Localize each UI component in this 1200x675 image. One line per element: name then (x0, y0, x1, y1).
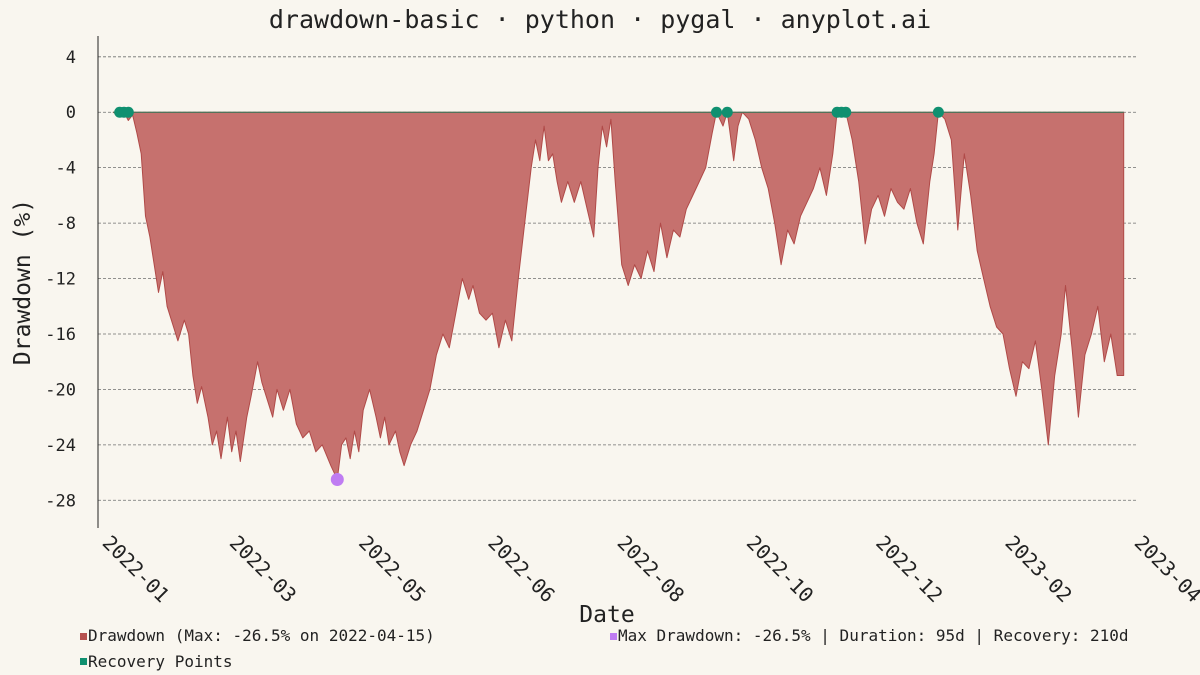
x-tick-label: 2022-08 (613, 531, 690, 608)
legend-entry-drawdown[interactable]: Drawdown (Max: -26.5% on 2022-04-15) (80, 626, 435, 645)
y-tick-label: -16 (45, 325, 76, 345)
x-tick-label: 2023-02 (1000, 531, 1077, 608)
y-tick-label: -20 (45, 380, 76, 400)
y-axis-label: Drawdown (%) (10, 199, 36, 365)
max-drawdown-point[interactable] (330, 472, 344, 486)
recovery-point[interactable] (840, 106, 852, 118)
y-tick-labels: 4 0 -4 -8 -12 -16 -20 -24 -28 (45, 48, 76, 511)
recovery-point[interactable] (932, 106, 944, 118)
x-tick-label: 2022-12 (871, 531, 948, 608)
plot-area (112, 111, 1125, 480)
chart-title: drawdown-basic · python · pygal · anyplo… (269, 5, 931, 34)
legend-swatch-recovery-points (80, 658, 87, 665)
legend-label-drawdown: Drawdown (Max: -26.5% on 2022-04-15) (88, 626, 435, 645)
x-tick-label: 2022-06 (483, 531, 560, 608)
legend-entry-max-drawdown[interactable]: Max Drawdown: -26.5% | Duration: 95d | R… (610, 626, 1129, 645)
y-tick-label: -8 (56, 214, 76, 234)
legend-swatch-drawdown (80, 633, 87, 640)
legend-swatch-max-drawdown (610, 633, 617, 640)
x-tick-label: 2022-03 (225, 531, 302, 608)
x-tick-label: 2022-10 (742, 531, 819, 608)
x-tick-label: 2023-04 (1130, 531, 1200, 608)
recovery-point[interactable] (710, 106, 722, 118)
drawdown-area (112, 111, 1125, 480)
legend-label-recovery-points: Recovery Points (88, 652, 233, 671)
x-tick-labels: 2022-01 2022-03 2022-05 2022-06 2022-08 2022-… (98, 531, 1200, 608)
x-axis-label: Date (579, 602, 634, 628)
recovery-point[interactable] (122, 106, 134, 118)
legend-label-max-drawdown: Max Drawdown: -26.5% | Duration: 95d | R… (618, 626, 1129, 645)
y-tick-label: -12 (45, 270, 76, 290)
y-tick-label: 0 (66, 103, 76, 123)
markers (114, 106, 944, 486)
y-tick-label: -4 (56, 159, 76, 179)
y-tick-label: 4 (66, 48, 76, 68)
recovery-point[interactable] (721, 106, 733, 118)
x-tick-label: 2022-01 (98, 531, 175, 608)
y-tick-label: -28 (45, 491, 76, 511)
legend: Drawdown (Max: -26.5% on 2022-04-15) Max… (80, 626, 1129, 671)
y-tick-label: -24 (45, 436, 76, 456)
legend-entry-recovery-points[interactable]: Recovery Points (80, 652, 233, 671)
x-tick-label: 2022-05 (354, 531, 431, 608)
